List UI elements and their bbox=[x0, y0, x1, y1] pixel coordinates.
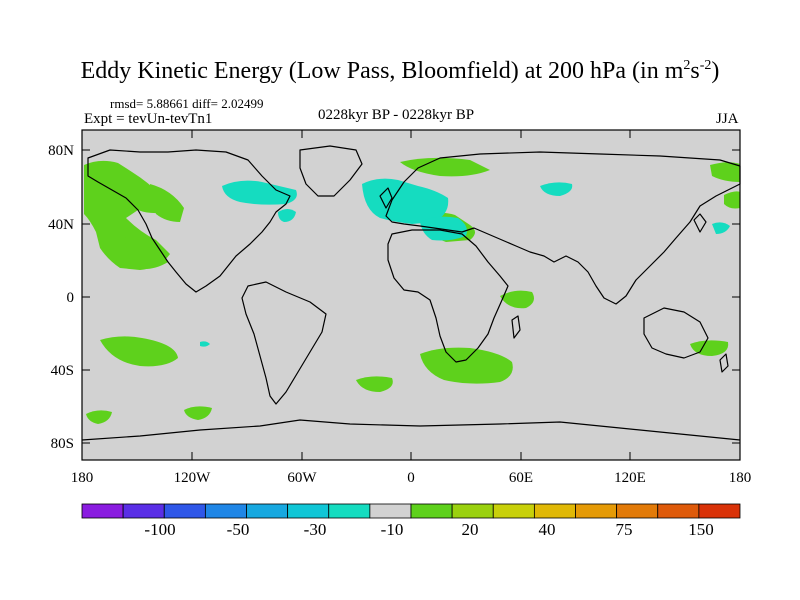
colorbar-swatch bbox=[246, 503, 289, 519]
colorbar-label: -100 bbox=[144, 520, 175, 539]
latitude-ticks bbox=[82, 149, 740, 444]
colorbar bbox=[81, 503, 741, 519]
colorbar-label: 40 bbox=[539, 520, 556, 539]
lat-label-80s: 80S bbox=[51, 436, 74, 452]
lon-label-60e: 60E bbox=[509, 470, 533, 486]
lon-label-180e: 180 bbox=[729, 470, 752, 486]
colorbar-label: -30 bbox=[304, 520, 327, 539]
colorbar-label: -10 bbox=[381, 520, 404, 539]
colorbar-swatch bbox=[533, 503, 576, 519]
season-label: JJA bbox=[716, 111, 739, 127]
lat-label-0: 0 bbox=[67, 290, 75, 306]
uk-outline bbox=[379, 187, 393, 209]
map-title: Eddy Kinetic Energy (Low Pass, Bloomfiel… bbox=[80, 58, 720, 84]
colorbar-swatch bbox=[163, 503, 206, 519]
south-america-outline bbox=[241, 281, 327, 405]
negative-anomaly-regions bbox=[200, 178, 730, 347]
colorbar-swatch bbox=[81, 503, 124, 519]
lon-label-120e: 120E bbox=[614, 470, 646, 486]
colorbar-swatch bbox=[492, 503, 535, 519]
period-label: 0228kyr BP - 0228kyr BP bbox=[318, 107, 475, 123]
colorbar-swatch bbox=[204, 503, 247, 519]
lon-label-0: 0 bbox=[407, 470, 415, 486]
lat-label-40s: 40S bbox=[51, 363, 74, 379]
colorbar-swatch bbox=[287, 503, 330, 519]
colorbar-swatch bbox=[575, 503, 618, 519]
antarctica-outline bbox=[81, 419, 741, 441]
colorbar-swatch bbox=[657, 503, 700, 519]
lon-label-180w: 180 bbox=[71, 470, 94, 486]
colorbar-swatch bbox=[410, 503, 453, 519]
colorbar-swatch bbox=[122, 503, 165, 519]
longitude-ticks bbox=[81, 130, 741, 460]
lat-label-80n: 80N bbox=[48, 143, 74, 159]
colorbar-label: 75 bbox=[616, 520, 633, 539]
colorbar-label: 150 bbox=[688, 520, 714, 539]
north-america-outline bbox=[87, 149, 291, 293]
stats-text: rmsd= 5.88661 diff= 2.02499 bbox=[110, 96, 264, 111]
madagascar-outline bbox=[511, 315, 521, 339]
japan-outline bbox=[693, 213, 707, 233]
colorbar-swatch bbox=[451, 503, 494, 519]
colorbar-label: -50 bbox=[227, 520, 250, 539]
africa-outline bbox=[387, 229, 509, 363]
colorbar-swatch bbox=[369, 503, 412, 519]
europe-asia-outline bbox=[385, 151, 741, 305]
lat-label-40n: 40N bbox=[48, 217, 74, 233]
ocean-background bbox=[82, 130, 740, 460]
colorbar-swatch bbox=[616, 503, 659, 519]
greenland-outline bbox=[299, 145, 363, 197]
australia-outline bbox=[643, 307, 709, 359]
coastlines bbox=[81, 145, 741, 441]
experiment-label: Expt = tevUn-tevTn1 bbox=[84, 111, 213, 127]
colorbar-swatch bbox=[698, 503, 741, 519]
new-zealand-outline bbox=[719, 353, 729, 373]
colorbar-label: 20 bbox=[462, 520, 479, 539]
colorbar-swatch bbox=[328, 503, 371, 519]
lon-label-60w: 60W bbox=[287, 470, 317, 486]
lon-label-120w: 120W bbox=[174, 470, 212, 486]
